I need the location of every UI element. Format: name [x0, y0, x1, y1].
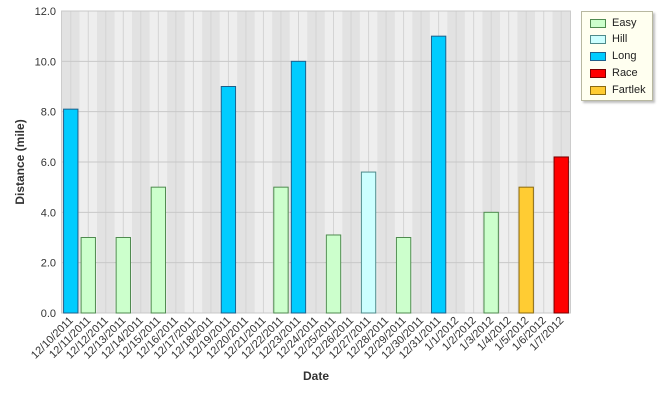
y-tick-label: 2.0: [41, 258, 56, 270]
bar-easy: [325, 234, 342, 314]
y-tick-label: 0.0: [41, 308, 56, 320]
bar-long: [220, 86, 237, 314]
x-axis-title: Date: [303, 369, 329, 383]
legend-label: Race: [612, 67, 638, 79]
legend-item-long: Long: [590, 49, 636, 63]
legend-swatch-easy: [590, 18, 606, 28]
legend-label: Easy: [612, 17, 637, 29]
bar-easy: [80, 237, 96, 314]
bar-easy: [273, 186, 289, 314]
bar-hill: [360, 171, 377, 314]
bar-easy: [395, 237, 412, 314]
legend-item-hill: Hill: [590, 32, 627, 46]
bar-long: [290, 60, 307, 314]
y-tick-label: 8.0: [41, 107, 56, 119]
legend-label: Long: [612, 50, 637, 62]
legend-item-easy: Easy: [590, 16, 636, 30]
legend-swatch-race: [590, 68, 606, 78]
y-tick-label: 6.0: [41, 157, 56, 169]
bar-easy: [115, 237, 131, 314]
y-tick-label: 4.0: [41, 207, 56, 219]
legend-swatch-long: [590, 51, 606, 61]
legend-label: Fartlek: [612, 84, 646, 96]
legend-swatch-fartlek: [590, 85, 606, 95]
bar-easy: [483, 211, 499, 314]
y-tick-labels: 0.0 2.0 4.0 6.0 8.0 10.0 12.0: [35, 6, 56, 320]
y-tick-label: 10.0: [35, 56, 56, 68]
legend-item-fartlek: Fartlek: [590, 83, 646, 97]
legend-item-race: Race: [590, 66, 638, 80]
bar-layer: [63, 35, 569, 314]
bar-fartlek: [518, 186, 534, 314]
y-tick-label: 12.0: [35, 6, 56, 18]
bar-long: [430, 35, 447, 314]
bar-easy: [150, 186, 167, 314]
bar-long: [63, 108, 79, 314]
legend-swatch-hill: [590, 34, 606, 44]
legend: Easy Hill Long Race Fartlek: [581, 11, 653, 101]
x-tick-labels: 12/10/201112/11/201112/12/201112/13/2011…: [29, 315, 566, 362]
bar-race: [553, 156, 569, 314]
y-axis-title: Distance (mile): [13, 119, 27, 204]
legend-label: Hill: [612, 33, 628, 45]
